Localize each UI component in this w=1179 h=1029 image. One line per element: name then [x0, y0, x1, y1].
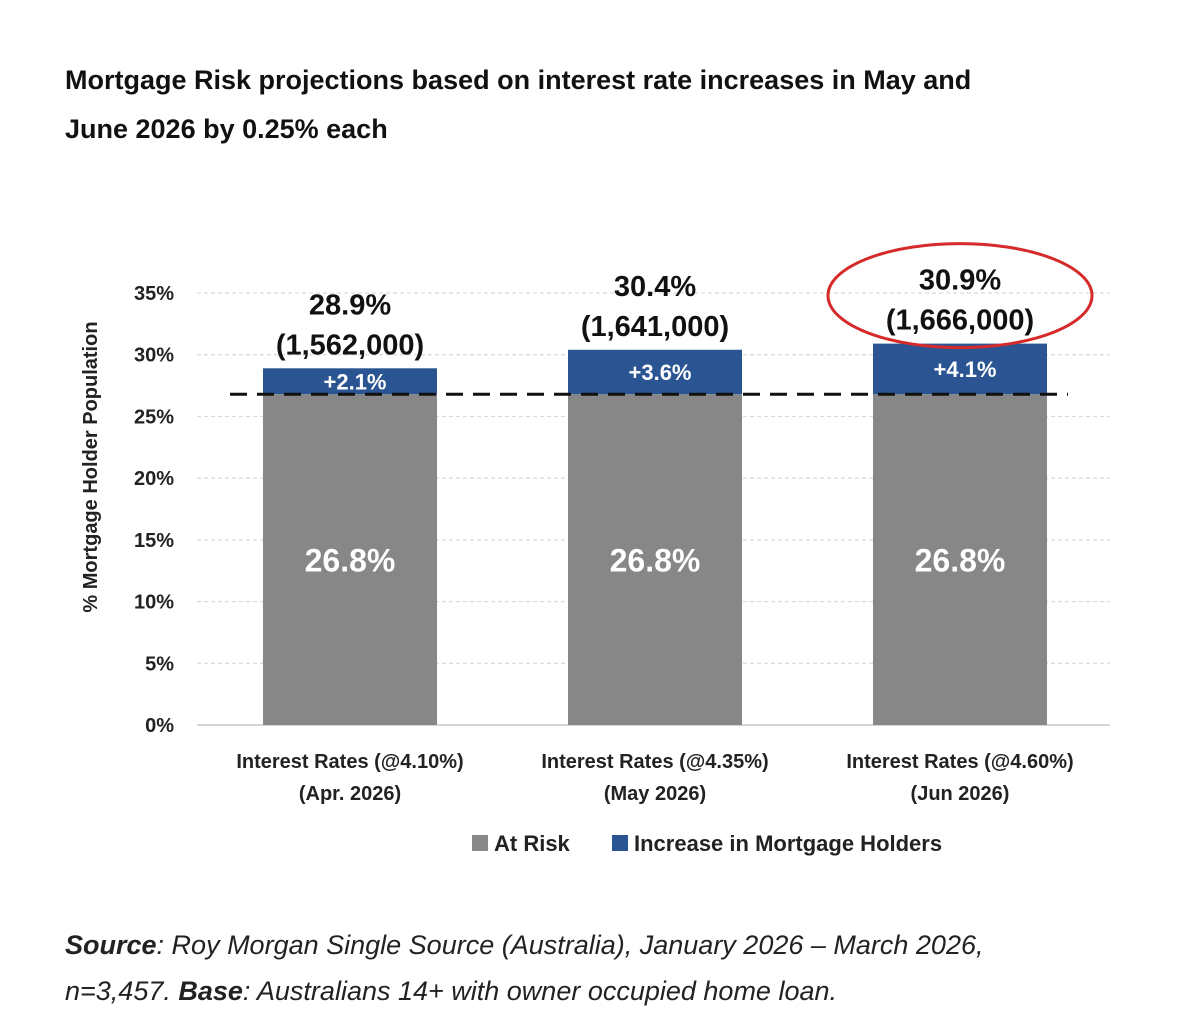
sample-size-text: n=3,457. [65, 976, 179, 1006]
source-label: Source [65, 930, 157, 960]
y-tick-label: 20% [134, 468, 174, 490]
chart-title: Mortgage Risk projections based on inter… [65, 56, 1125, 154]
y-tick-label: 25% [134, 406, 174, 428]
increase-value-label: +4.1% [934, 357, 997, 382]
legend-swatch-at-risk [472, 835, 488, 851]
source-line-1: Source: Roy Morgan Single Source (Austra… [65, 922, 1165, 968]
total-percent-label: 30.9% [919, 265, 1001, 297]
legend-label-at-risk: At Risk [494, 831, 571, 856]
stacked-bar-chart: 0% 5% 10% 15% 20% 25% 30% 35% % Mortgage Holder … [80, 242, 1110, 856]
increase-value-label: +2.1% [324, 369, 387, 394]
total-percent-label: 28.9% [309, 289, 391, 321]
x-category-sublabel: (May 2026) [604, 783, 706, 805]
y-tick-label: 10% [134, 592, 174, 614]
x-category-sublabel: (Apr. 2026) [299, 783, 401, 805]
highlight-ellipse [826, 242, 1094, 350]
legend-swatch-increase [612, 835, 628, 851]
increase-value-label: +3.6% [629, 360, 692, 385]
bar-at-risk [263, 394, 437, 725]
source-line-2: n=3,457. Base: Australians 14+ with owne… [65, 968, 1165, 1014]
at-risk-value-label: 26.8% [305, 543, 396, 579]
y-tick-label: 35% [134, 283, 174, 305]
total-percent-label: 30.4% [614, 271, 696, 303]
x-category-label: Interest Rates (@4.60%) [846, 751, 1073, 773]
source-note: Source: Roy Morgan Single Source (Austra… [65, 922, 1165, 1014]
y-tick-label: 15% [134, 530, 174, 552]
legend-label-increase: Increase in Mortgage Holders [634, 831, 942, 856]
bar-at-risk [873, 394, 1047, 725]
at-risk-value-label: 26.8% [610, 543, 701, 579]
y-tick-label: 5% [145, 653, 174, 675]
bar-at-risk [568, 394, 742, 725]
chart-title-line-1: Mortgage Risk projections based on inter… [65, 65, 972, 95]
base-text: : Australians 14+ with owner occupied ho… [242, 976, 837, 1006]
bar-increase [568, 349, 742, 395]
chart-title-line-2: June 2026 by 0.25% each [65, 114, 388, 144]
total-count-label: (1,562,000) [276, 329, 424, 361]
y-tick-label: 30% [134, 345, 174, 367]
y-tick-label: 0% [145, 715, 174, 737]
base-label: Base [178, 976, 243, 1006]
bar-increase [263, 368, 437, 395]
bar-increase [873, 343, 1047, 395]
y-axis-label: % Mortgage Holder Population [80, 321, 102, 612]
at-risk-value-label: 26.8% [915, 543, 1006, 579]
total-count-label: (1,666,000) [886, 305, 1034, 337]
source-text: : Roy Morgan Single Source (Australia), … [156, 930, 984, 960]
x-category-sublabel: (Jun 2026) [911, 783, 1010, 805]
x-category-label: Interest Rates (@4.10%) [236, 751, 463, 773]
x-category-label: Interest Rates (@4.35%) [541, 751, 768, 773]
total-count-label: (1,641,000) [581, 311, 729, 343]
